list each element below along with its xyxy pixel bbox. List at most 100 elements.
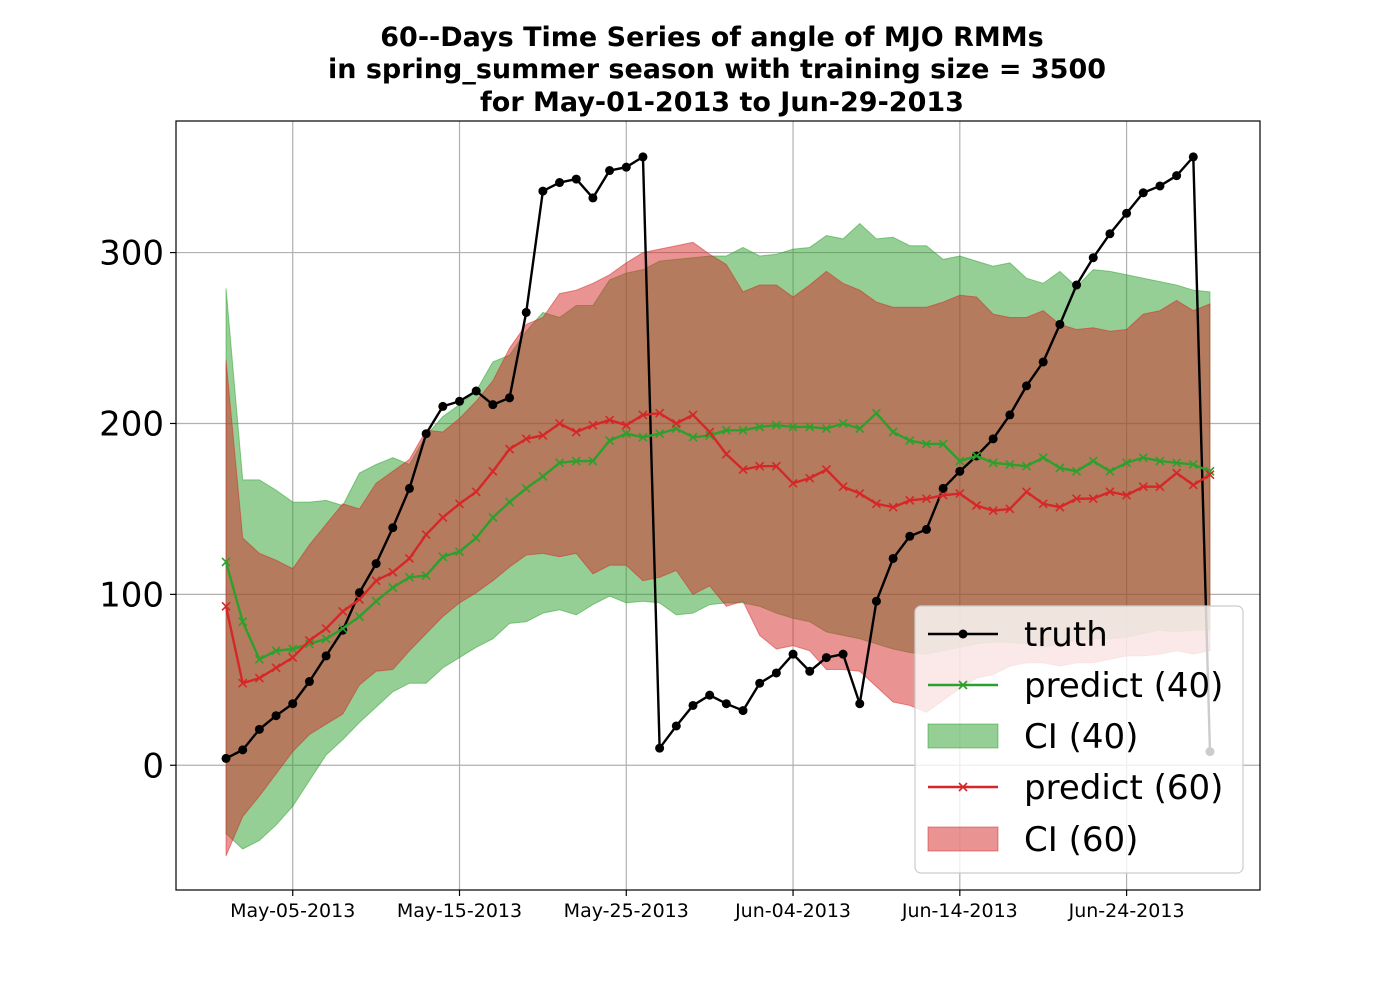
predict60-point [338,606,348,617]
x-tick-label: Jun-04-2013 [734,900,851,922]
predict60-point [538,430,548,441]
truth-point [721,699,731,709]
predict60-point [555,418,565,429]
predict60-point [621,420,631,430]
predict40-point [1138,453,1148,463]
predict40-point [588,456,598,466]
predict60-point [504,444,515,454]
chart-title: 60--Days Time Series of angle of MJO RMM… [328,22,1106,118]
legend-label: predict (60) [1024,768,1223,808]
y-tick-label: 100 [99,575,164,615]
truth-point [605,166,615,176]
predict40-point [238,617,248,627]
predict60-point [955,488,965,499]
predict60-point [488,466,498,476]
legend-box [914,605,1244,874]
predict60-point [671,418,681,429]
truth-point [705,690,715,700]
truth-point [538,186,548,196]
truth-point [821,653,831,663]
predict40-point [921,439,932,449]
predict40-point [788,422,798,432]
predict60-point [238,678,248,688]
predict40-point [738,425,748,435]
truth-point [505,393,515,403]
predict40-point [1071,466,1082,476]
truth-point [1105,229,1115,239]
predict60-point [304,635,314,646]
truth-point [638,152,648,162]
predict60-point [888,502,898,512]
predict40-point [471,533,481,543]
predict40-point [871,408,881,418]
predict60-line [224,412,1211,685]
truth-point [288,699,298,709]
plot-area: 0 100 200 300 May-05-2013 May-15-2013 May-25-2… [99,120,1261,922]
truth-line [225,155,1212,760]
truth-point [321,651,331,661]
chart-title-line-1: 60--Days Time Series of angle of MJO RMM… [380,22,1043,53]
truth-point [438,401,448,411]
truth-series [221,152,1215,763]
truth-point [1005,410,1015,420]
truth-point [738,706,748,716]
predict40-point [988,458,998,468]
truth-point [304,677,314,687]
predict40-point [571,456,581,466]
truth-point [221,753,231,763]
predict40-point [771,420,781,430]
predict40-point [488,512,498,523]
legend-marker [958,680,968,690]
truth-point [371,559,381,569]
predict40-point [388,582,398,593]
truth-point [388,523,398,533]
x-tick-label: May-25-2013 [564,900,689,922]
predict60-point [971,500,982,511]
truth-point [855,699,865,709]
truth-point [1055,319,1065,329]
predict60-point [771,461,781,471]
legend-item-ci60: CI (60) [927,820,1138,860]
truth-point [771,668,781,678]
predict40-point [288,644,298,654]
predict40-point [338,623,348,634]
predict40-point [755,422,765,432]
predict60-point [938,490,948,500]
truth-point [1122,208,1132,218]
predict60-point [1172,468,1182,478]
legend-item-truth: truth [928,615,1108,655]
predict40-point [438,552,448,562]
predict60-point [1088,494,1098,504]
predict60-point [1155,482,1165,492]
truth-point [455,396,465,406]
predict60-point [905,495,915,505]
truth-point [921,524,931,534]
predict60-point [1005,504,1015,514]
y-tick-label: 200 [99,404,164,444]
truth-point [1022,381,1032,391]
predict60-point [838,482,848,492]
predict40-point [221,557,231,567]
predict60-point [1188,480,1198,490]
legend-label: truth [1024,615,1108,655]
truth-point [555,178,565,188]
predict60-point [388,567,398,577]
predict60-point [821,465,831,475]
truth-point [838,649,848,659]
predict40-point [638,432,648,442]
y-axis-ticks: 0 100 200 300 [99,234,176,786]
predict40-point [254,654,264,664]
axes-frame [175,120,1261,891]
predict40-point [888,427,898,437]
predict60-point [271,663,281,673]
predict60-point [438,512,448,523]
truth-point [588,193,598,203]
predict40-point [271,646,281,656]
predict60-point [571,427,581,437]
predict40-point [855,424,865,434]
truth-point [905,531,915,541]
truth-point [571,174,581,184]
predict40-point [805,422,815,432]
chart-title-line-2: in spring_summer season with training si… [328,54,1106,85]
truth-point [354,588,364,598]
